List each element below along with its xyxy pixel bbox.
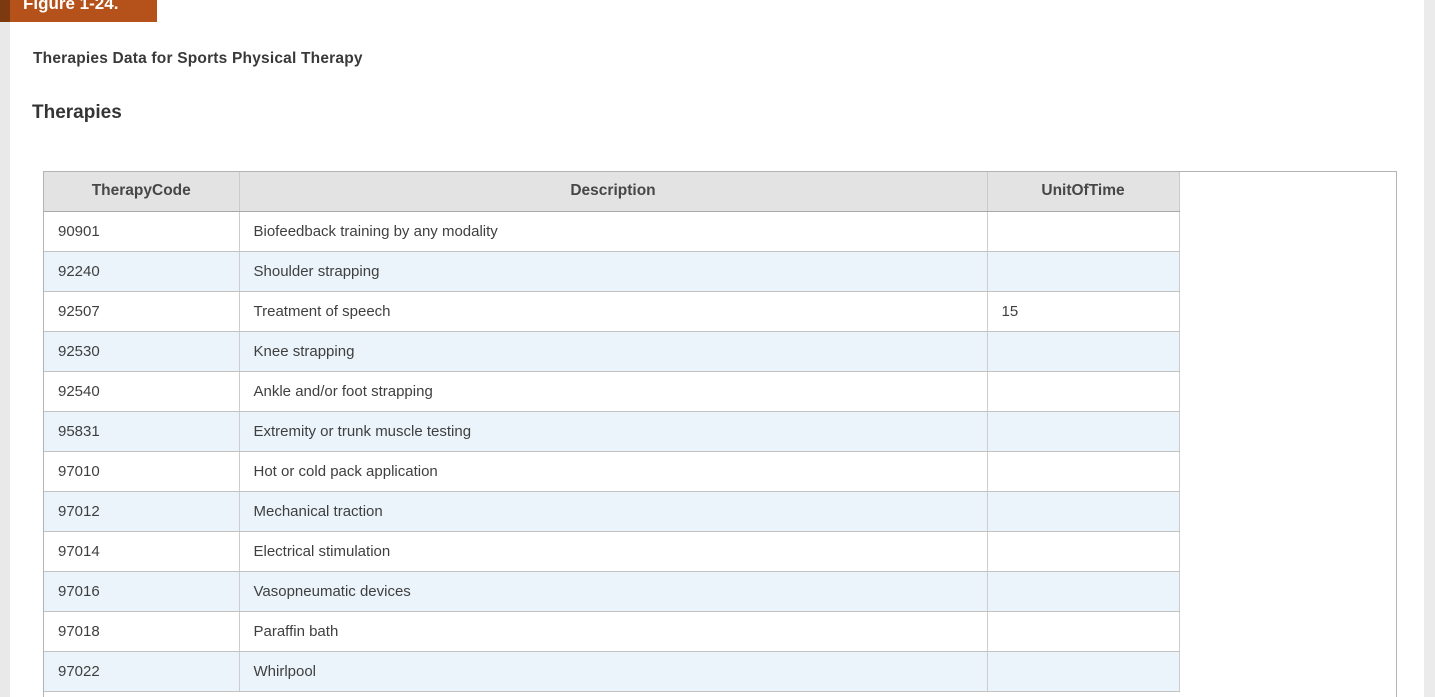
cell-description: Knee strapping bbox=[239, 331, 988, 372]
cell-unit-of-time bbox=[987, 411, 1180, 452]
table-row: 97016 Vasopneumatic devices bbox=[44, 571, 1180, 612]
cell-unit-of-time bbox=[987, 531, 1180, 572]
cell-therapy-code: 97022 bbox=[44, 651, 240, 692]
cell-description: Vasopneumatic devices bbox=[239, 571, 988, 612]
table-row: 92507 Treatment of speech 15 bbox=[44, 291, 1180, 332]
column-header-unitoftime: UnitOfTime bbox=[987, 172, 1180, 212]
cell-description: Mechanical traction bbox=[239, 491, 988, 532]
column-header-description: Description bbox=[239, 172, 988, 212]
table-row: 92240 Shoulder strapping bbox=[44, 251, 1180, 292]
cell-description: Biofeedback training by any modality bbox=[239, 211, 988, 252]
therapies-table: TherapyCode Description UnitOfTime 90901 Bi… bbox=[44, 172, 1180, 692]
cell-unit-of-time bbox=[987, 451, 1180, 492]
cell-unit-of-time: 15 bbox=[987, 291, 1180, 332]
cell-therapy-code: 92540 bbox=[44, 371, 240, 412]
table-header-row: TherapyCode Description UnitOfTime bbox=[44, 172, 1180, 212]
cell-description: Shoulder strapping bbox=[239, 251, 988, 292]
cell-therapy-code: 97014 bbox=[44, 531, 240, 572]
cell-unit-of-time bbox=[987, 491, 1180, 532]
table-row: 97014 Electrical stimulation bbox=[44, 531, 1180, 572]
cell-unit-of-time bbox=[987, 571, 1180, 612]
cell-therapy-code: 97012 bbox=[44, 491, 240, 532]
table-row: 97012 Mechanical traction bbox=[44, 491, 1180, 532]
table-row: 92530 Knee strapping bbox=[44, 331, 1180, 372]
cell-therapy-code: 97018 bbox=[44, 611, 240, 652]
scrollbar-track[interactable] bbox=[1424, 0, 1435, 697]
cell-unit-of-time bbox=[987, 331, 1180, 372]
cell-description: Hot or cold pack application bbox=[239, 451, 988, 492]
cell-therapy-code: 97010 bbox=[44, 451, 240, 492]
section-heading: Therapies bbox=[32, 102, 122, 123]
figure-badge-accent bbox=[0, 0, 10, 22]
cell-therapy-code: 92507 bbox=[44, 291, 240, 332]
figure-badge-label: Figure 1-24. bbox=[23, 0, 119, 13]
cell-description: Treatment of speech bbox=[239, 291, 988, 332]
column-header-therapycode: TherapyCode bbox=[44, 172, 240, 212]
cell-therapy-code: 97016 bbox=[44, 571, 240, 612]
cell-description: Ankle and/or foot strapping bbox=[239, 371, 988, 412]
cell-unit-of-time bbox=[987, 611, 1180, 652]
cell-description: Paraffin bath bbox=[239, 611, 988, 652]
cell-therapy-code: 90901 bbox=[44, 211, 240, 252]
table-row: 90901 Biofeedback training by any modalit… bbox=[44, 211, 1180, 252]
cell-description: Electrical stimulation bbox=[239, 531, 988, 572]
page-title: Therapies Data for Sports Physical Thera… bbox=[33, 50, 363, 67]
cell-description: Whirlpool bbox=[239, 651, 988, 692]
table-row: 92540 Ankle and/or foot strapping bbox=[44, 371, 1180, 412]
table-row: 97010 Hot or cold pack application bbox=[44, 451, 1180, 492]
left-gutter-strip bbox=[0, 0, 10, 697]
figure-badge: Figure 1-24. bbox=[10, 0, 157, 22]
table-row: 97022 Whirlpool bbox=[44, 651, 1180, 692]
cell-unit-of-time bbox=[987, 251, 1180, 292]
cell-unit-of-time bbox=[987, 371, 1180, 412]
therapies-table-container: TherapyCode Description UnitOfTime 90901 Bi… bbox=[43, 171, 1397, 697]
cell-therapy-code: 92240 bbox=[44, 251, 240, 292]
cell-therapy-code: 92530 bbox=[44, 331, 240, 372]
cell-unit-of-time bbox=[987, 211, 1180, 252]
table-body: 90901 Biofeedback training by any modalit… bbox=[44, 211, 1180, 692]
table-row: 97018 Paraffin bath bbox=[44, 611, 1180, 652]
table-row: 95831 Extremity or trunk muscle testing bbox=[44, 411, 1180, 452]
cell-description: Extremity or trunk muscle testing bbox=[239, 411, 988, 452]
cell-unit-of-time bbox=[987, 651, 1180, 692]
cell-therapy-code: 95831 bbox=[44, 411, 240, 452]
